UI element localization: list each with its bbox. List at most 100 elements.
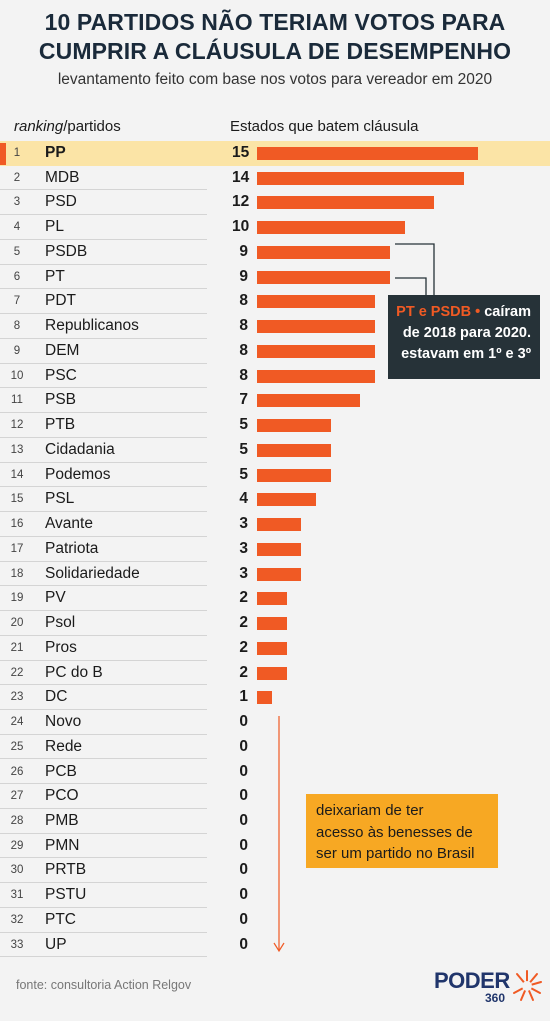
value-label: 0	[239, 886, 248, 904]
bar	[257, 344, 375, 358]
zero-arrow-head	[273, 942, 285, 953]
value-label: 0	[239, 836, 248, 854]
row-divider	[0, 461, 207, 463]
row-divider	[0, 387, 207, 389]
bar	[257, 320, 375, 334]
rank-label: 29	[10, 839, 24, 852]
poder360-logo: PODER 360	[434, 968, 544, 1008]
value-label: 0	[239, 787, 248, 805]
table-row: 31 PSTU 0	[0, 883, 550, 908]
row-divider	[0, 684, 207, 686]
table-row: 17 Patriota 3	[0, 537, 550, 562]
table-row: 1 PP 15	[0, 141, 550, 166]
table-row: 22 PC do B 2	[0, 661, 550, 686]
rank-label: 12	[10, 419, 24, 432]
rank-label: 3	[13, 196, 21, 209]
rank-label: 9	[13, 344, 21, 357]
bar	[257, 518, 302, 532]
value-label: 9	[239, 242, 248, 260]
row-divider	[0, 436, 207, 438]
table-row: 5 PSDB 9	[0, 240, 550, 265]
party-label: PDT	[45, 292, 76, 310]
table-row: 4 PL 10	[0, 215, 550, 240]
table-row: 25 Rede 0	[0, 735, 550, 760]
value-label: 2	[239, 614, 248, 632]
bar	[257, 592, 287, 606]
rank-label: 8	[13, 320, 21, 333]
value-label: 3	[239, 539, 248, 557]
bar	[257, 542, 302, 556]
annotation-connector-line-2	[395, 277, 427, 295]
row-divider	[0, 659, 207, 661]
value-label: 14	[232, 168, 250, 186]
table-row: 32 PTC 0	[0, 908, 550, 933]
rank-label: 31	[10, 889, 24, 902]
rank-label: 6	[13, 270, 21, 283]
value-label: 5	[239, 416, 248, 434]
row-divider	[0, 634, 207, 636]
row-divider	[0, 337, 207, 339]
table-row: 6 PT 9	[0, 265, 550, 290]
row-divider	[0, 758, 207, 760]
bar	[257, 617, 287, 631]
bar	[257, 147, 479, 160]
row-divider	[0, 486, 207, 488]
bar	[257, 493, 316, 507]
party-label: PT	[45, 267, 65, 285]
rank-label: 23	[10, 691, 24, 704]
party-label: Psol	[45, 614, 76, 632]
row-divider	[0, 560, 207, 562]
row-divider	[0, 733, 207, 735]
party-label: Solidariedade	[45, 564, 140, 582]
row-divider	[0, 288, 207, 290]
party-label: PSTU	[45, 886, 87, 904]
row-divider	[0, 832, 207, 834]
rank-label: 15	[10, 493, 24, 506]
table-row: 11 PSB 7	[0, 388, 550, 414]
rank-label: 32	[10, 913, 24, 926]
rank-label: 4	[13, 221, 21, 234]
value-label: 10	[232, 218, 250, 236]
table-row: 20 Psol 2	[0, 611, 550, 636]
rank-label: 7	[13, 295, 21, 308]
row-divider	[0, 362, 207, 364]
party-label: PSC	[45, 366, 77, 384]
row-divider	[0, 511, 207, 513]
value-label: 4	[239, 490, 248, 508]
table-row: 27 PCO 0	[0, 784, 550, 809]
row-divider	[0, 263, 207, 265]
annotation-connector-line	[395, 243, 435, 295]
party-label: PMN	[45, 836, 80, 854]
value-label: 8	[239, 317, 248, 335]
bar	[257, 419, 331, 433]
row-divider	[0, 238, 207, 240]
party-label: PCO	[45, 787, 79, 805]
table-row: 8 Republicanos 8	[0, 314, 550, 339]
table-row: 21 Pros 2	[0, 636, 550, 661]
rank-label: 2	[13, 171, 21, 184]
value-label: 9	[239, 267, 248, 285]
rank-label: 18	[10, 567, 24, 580]
party-label: PTB	[45, 416, 76, 434]
value-label: 12	[232, 193, 250, 211]
table-row: 9 DEM 8	[0, 339, 550, 364]
table-row: 12 PTB 5	[0, 413, 550, 438]
row-divider	[0, 956, 207, 958]
rank-label: 17	[10, 542, 24, 555]
party-label: MDB	[45, 168, 80, 186]
rank-label: 14	[10, 468, 24, 481]
party-label: Podemos	[45, 465, 111, 483]
table-row: 24 Novo 0	[0, 710, 550, 735]
annotation-line-2: de 2018 para 2020.	[402, 325, 531, 341]
bar	[257, 245, 390, 259]
row-divider	[0, 610, 207, 612]
value-label: 0	[239, 811, 248, 829]
bar	[257, 567, 302, 581]
row-divider	[0, 783, 207, 785]
table-row: 29 PMN 0	[0, 834, 550, 859]
table-row: 16 Avante 3	[0, 512, 550, 537]
rank-header-italic: ranking	[14, 118, 64, 135]
row-divider	[0, 313, 207, 315]
table-row: 19 PV 2	[0, 586, 550, 612]
bar	[257, 171, 464, 185]
